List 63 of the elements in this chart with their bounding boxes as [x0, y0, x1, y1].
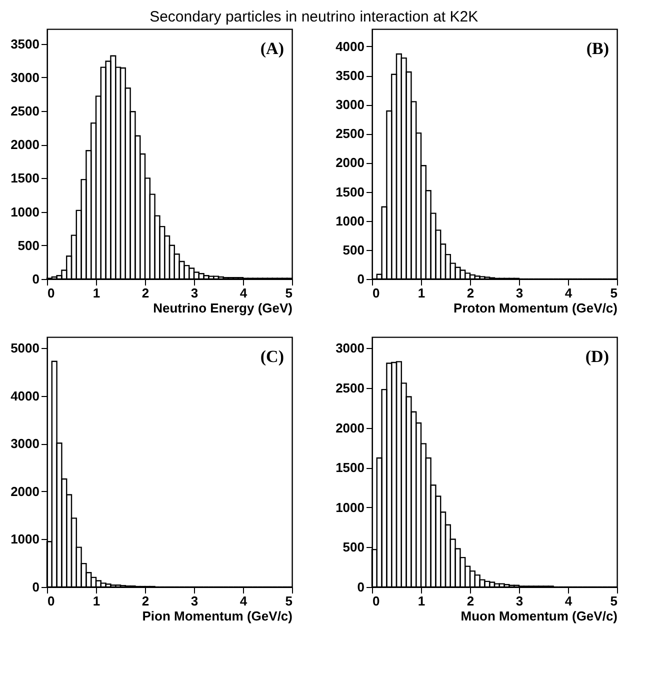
- y-tick-label: 3000: [336, 97, 364, 112]
- chart-title: Secondary particles in neutrino interaction at K2K: [150, 8, 478, 26]
- y-tick-label: 500: [18, 238, 40, 253]
- y-tick-label: 4000: [336, 38, 364, 54]
- x-tick-label: 5: [285, 594, 292, 608]
- y-tick-label: 2000: [336, 420, 364, 436]
- x-tick-label: 1: [92, 286, 100, 300]
- x-tick-label: 0: [48, 286, 55, 300]
- x-tick-label: 2: [466, 286, 474, 300]
- y-tick-label: 500: [342, 242, 364, 258]
- y-tick-label: 0: [32, 272, 40, 286]
- y-tick-label: 3000: [10, 70, 40, 85]
- y-tick-label: 1000: [336, 500, 364, 515]
- x-axis-title: Pion Momentum (GeV/c): [142, 608, 292, 624]
- x-tick-label: 2: [142, 594, 150, 608]
- y-tick-label: 3500: [10, 36, 40, 52]
- x-tick-label: 4: [240, 286, 248, 300]
- annotation: (B): [586, 39, 609, 58]
- x-axis-title: Proton Momentum (GeV/c): [454, 300, 618, 316]
- annotation: (A): [260, 39, 284, 58]
- x-tick-label: 5: [285, 286, 292, 300]
- y-tick-label: 2000: [336, 155, 364, 170]
- x-tick-label: 1: [418, 286, 426, 300]
- y-tick-label: 1000: [336, 213, 364, 228]
- x-tick-label: 3: [516, 286, 524, 300]
- x-tick-label: 3: [190, 594, 198, 608]
- x-tick-label: 5: [610, 594, 618, 608]
- x-tick-label: 2: [142, 286, 150, 300]
- x-tick-label: 0: [48, 594, 55, 608]
- annotation: (D): [585, 347, 609, 366]
- x-tick-label: 0: [372, 594, 380, 608]
- y-tick-label: 500: [342, 540, 364, 555]
- y-tick-label: 0: [357, 272, 364, 286]
- x-tick-label: 2: [466, 594, 474, 608]
- x-tick-label: 4: [240, 594, 248, 608]
- x-tick-label: 3: [516, 594, 524, 608]
- y-tick-label: 1500: [336, 460, 364, 476]
- annotation: (C): [260, 347, 284, 366]
- x-tick-label: 0: [372, 286, 380, 300]
- y-tick-label: 3000: [336, 340, 364, 356]
- x-tick-label: 1: [418, 594, 426, 608]
- y-tick-label: 1000: [10, 532, 40, 547]
- y-tick-label: 1500: [10, 170, 40, 186]
- y-tick-label: 1000: [10, 204, 40, 220]
- y-tick-label: 3000: [10, 436, 40, 452]
- x-axis-title: Muon Momentum (GeV/c): [460, 608, 618, 624]
- y-tick-label: 1500: [336, 184, 364, 200]
- y-tick-label: 2500: [10, 103, 40, 118]
- y-tick-label: 0: [357, 580, 364, 594]
- y-tick-label: 3500: [336, 68, 364, 84]
- y-tick-label: 2500: [336, 380, 364, 396]
- y-tick-label: 5000: [10, 340, 40, 356]
- x-tick-label: 5: [610, 286, 618, 300]
- y-tick-label: 0: [32, 580, 40, 594]
- y-tick-label: 2000: [10, 137, 40, 152]
- x-tick-label: 3: [190, 286, 198, 300]
- x-tick-label: 4: [564, 286, 573, 300]
- x-tick-label: 1: [92, 594, 100, 608]
- y-tick-label: 4000: [10, 388, 40, 404]
- x-tick-label: 4: [564, 594, 573, 608]
- x-axis-title: Neutrino Energy (GeV): [153, 300, 292, 316]
- y-tick-label: 2500: [336, 126, 364, 142]
- y-tick-label: 2000: [10, 484, 40, 499]
